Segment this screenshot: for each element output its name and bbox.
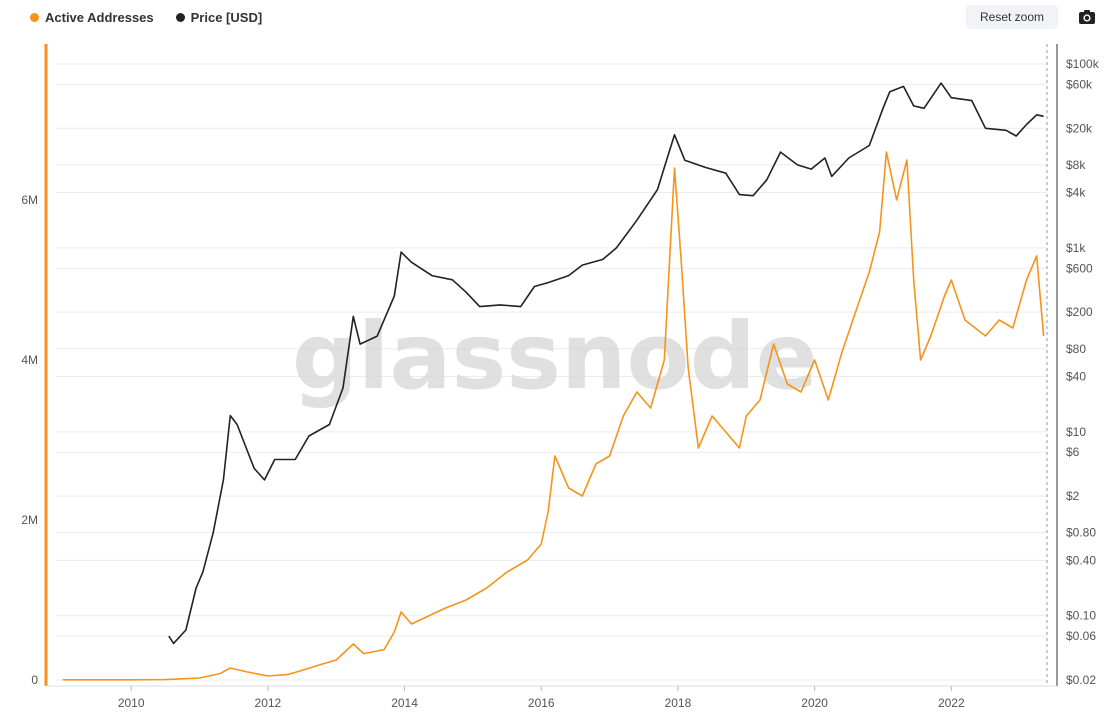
legend-item-active-addresses[interactable]: Active Addresses bbox=[30, 10, 154, 25]
y-left-tick-6M: 6M bbox=[21, 193, 38, 207]
x-tick-label-2014: 2014 bbox=[391, 696, 418, 710]
x-tick-label-2012: 2012 bbox=[255, 696, 282, 710]
x-tick-label-2022: 2022 bbox=[938, 696, 965, 710]
legend-label-price: Price [USD] bbox=[190, 10, 263, 25]
y-right-tick-usd-10: $10 bbox=[1066, 425, 1086, 439]
y-left-tick-4M: 4M bbox=[21, 353, 38, 367]
y-right-tick-usd-0.80: $0.80 bbox=[1066, 526, 1096, 540]
y-right-axis-ticks: $0.02 $0.06 $0.10 $0.40 $0.80 $2 $6 $10 $40 $80 $2… bbox=[1066, 57, 1100, 687]
x-tick-label-2018: 2018 bbox=[665, 696, 692, 710]
y-right-tick-usd-40: $40 bbox=[1066, 369, 1086, 383]
y-right-tick-usd-6: $6 bbox=[1066, 445, 1080, 459]
legend-item-price[interactable]: Price [USD] bbox=[175, 10, 263, 25]
watermark-text: glassnode bbox=[292, 303, 818, 410]
grid-lines bbox=[56, 63, 1047, 681]
x-tick-label-2010: 2010 bbox=[118, 696, 145, 710]
y-left-tick-2M: 2M bbox=[21, 513, 38, 527]
legend-dot-orange bbox=[30, 13, 39, 22]
y-right-tick-usd-2: $2 bbox=[1066, 489, 1080, 503]
legend-label-active-addresses: Active Addresses bbox=[45, 10, 154, 25]
y-right-tick-usd-60k: $60k bbox=[1066, 77, 1093, 91]
reset-zoom-button[interactable]: Reset zoom bbox=[966, 5, 1058, 29]
series-line-price bbox=[168, 82, 1044, 645]
legend: Active Addresses Price [USD] bbox=[30, 10, 262, 25]
y-right-tick-usd-100k: $100k bbox=[1066, 57, 1100, 71]
y-right-tick-usd-600: $600 bbox=[1066, 261, 1093, 275]
y-right-tick-usd-20k: $20k bbox=[1066, 121, 1093, 135]
y-right-tick-usd-1k: $1k bbox=[1066, 241, 1086, 255]
y-right-tick-usd-200: $200 bbox=[1066, 305, 1093, 319]
y-right-tick-usd-8k: $8k bbox=[1066, 158, 1086, 172]
series-line-active-addresses bbox=[62, 151, 1045, 681]
y-left-tick-0: 0 bbox=[31, 673, 38, 687]
y-right-tick-usd-0.10: $0.10 bbox=[1066, 609, 1096, 623]
y-right-tick-usd-80: $80 bbox=[1066, 342, 1086, 356]
y-left-axis-ticks: 0 2M 4M 6M bbox=[21, 193, 38, 687]
y-right-tick-usd-0.02: $0.02 bbox=[1066, 673, 1096, 687]
x-axis-ticks: 2010 2012 2014 2016 2018 2020 2022 bbox=[118, 686, 965, 710]
x-tick-label-2020: 2020 bbox=[801, 696, 828, 710]
y-right-tick-usd-4k: $4k bbox=[1066, 186, 1086, 200]
y-right-tick-usd-0.06: $0.06 bbox=[1066, 629, 1096, 643]
camera-icon[interactable] bbox=[1078, 9, 1096, 25]
y-right-tick-usd-0.40: $0.40 bbox=[1066, 553, 1096, 567]
legend-dot-black bbox=[175, 13, 185, 22]
x-tick-label-2016: 2016 bbox=[528, 696, 555, 710]
series-layer bbox=[62, 82, 1045, 681]
